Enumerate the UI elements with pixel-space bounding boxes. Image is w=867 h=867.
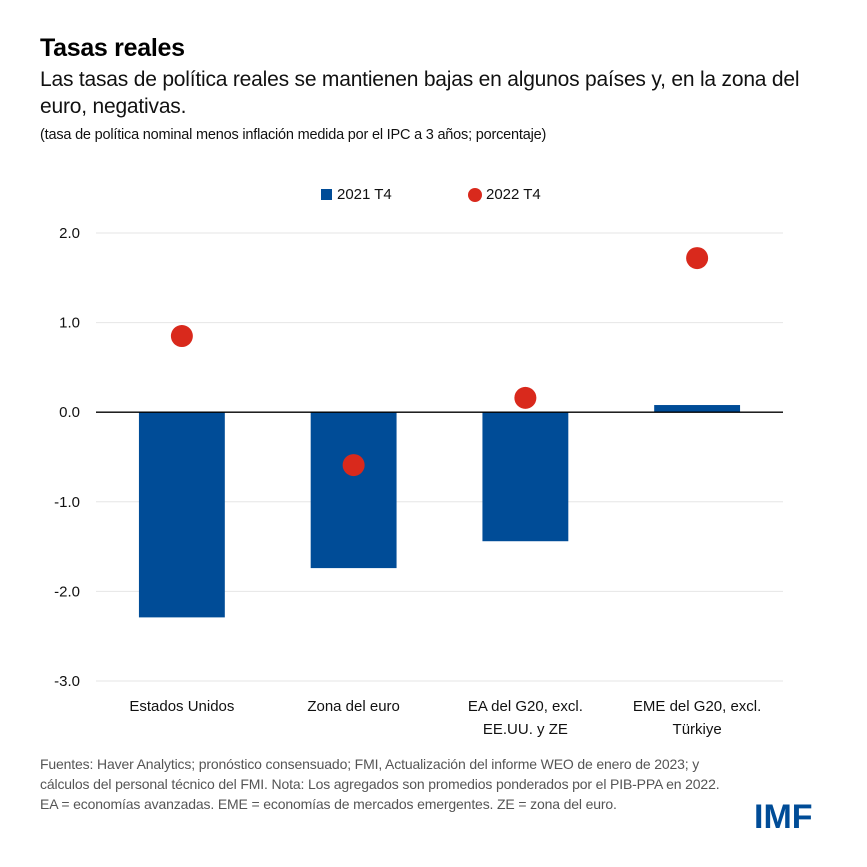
y-tick-label: 2.0: [59, 225, 80, 242]
legend-label: 2022 T4: [486, 186, 541, 203]
source-note: Fuentes: Haver Analytics; pronóstico con…: [40, 756, 720, 812]
chart-title: Tasas reales: [40, 34, 185, 62]
x-category-label: EE.UU. y ZE: [483, 721, 568, 738]
x-category-label: Türkiye: [673, 721, 722, 738]
imf-logo: IMF: [754, 798, 813, 836]
legend-circle-marker-icon: [468, 187, 482, 202]
dot-2022-t4: [514, 386, 537, 409]
legend-square-marker-icon: [321, 189, 332, 200]
x-category-label: Estados Unidos: [129, 698, 234, 715]
bar-2021-t4: [138, 412, 225, 618]
x-category-label: EME del G20, excl.: [633, 698, 761, 715]
legend-label: 2021 T4: [337, 186, 392, 203]
bar-2021-t4: [482, 412, 569, 542]
x-category-label: Zona del euro: [307, 698, 400, 715]
chart-units-note: (tasa de política nominal menos inflació…: [40, 127, 547, 143]
y-tick-label: 1.0: [59, 315, 80, 332]
dot-2022-t4: [686, 247, 709, 270]
bar-2021-t4: [654, 405, 741, 413]
dot-2022-t4: [342, 454, 365, 477]
legend: 2021 T4 2022 T4: [0, 186, 867, 206]
bar-2021-t4: [310, 412, 397, 569]
dot-2022-t4: [170, 325, 193, 348]
y-tick-label: -3.0: [54, 673, 80, 690]
legend-item-2022-t4: 2022 T4: [468, 186, 541, 203]
x-category-label: EA del G20, excl.: [468, 698, 583, 715]
chart-subtitle: Las tasas de política reales se mantiene…: [40, 68, 800, 118]
y-tick-label: -1.0: [54, 494, 80, 511]
y-tick-label: 0.0: [59, 404, 80, 421]
legend-item-2021-t4: 2021 T4: [321, 186, 392, 203]
y-tick-label: -2.0: [54, 583, 80, 600]
